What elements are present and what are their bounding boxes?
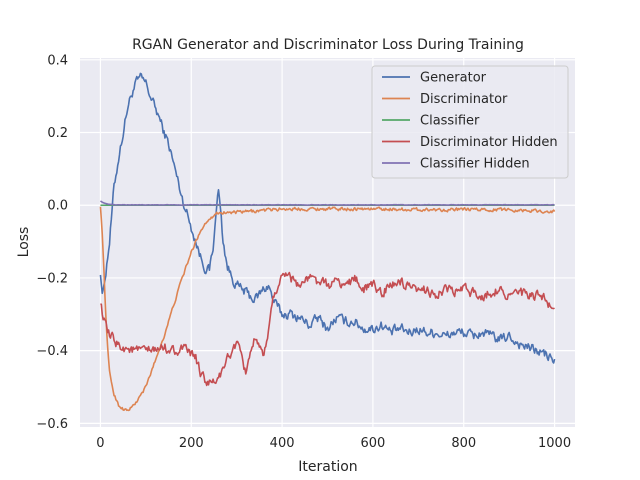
x-tick-label: 800 xyxy=(451,436,476,451)
y-tick-label: 0.0 xyxy=(47,199,68,214)
tick-labels: 0 200 400 600 800 1000 −0.6 −0.4 −0.2 0.0 0.2 0.4 xyxy=(36,53,571,451)
x-tick-label: 0 xyxy=(96,436,104,451)
x-tick-label: 200 xyxy=(179,436,204,451)
series-line-discriminator-hidden xyxy=(100,271,555,387)
legend-label: Generator xyxy=(420,71,487,86)
y-tick-label: 0.4 xyxy=(47,53,68,68)
x-axis-label: Iteration xyxy=(298,459,357,475)
y-axis-label: Loss xyxy=(16,227,32,258)
chart-title: RGAN Generator and Discriminator Loss Du… xyxy=(132,37,524,53)
legend-label: Discriminator xyxy=(420,92,508,107)
legend-label: Discriminator Hidden xyxy=(420,135,558,150)
legend-label: Classifier xyxy=(420,114,480,129)
y-tick-label: 0.2 xyxy=(47,126,68,141)
y-tick-label: −0.6 xyxy=(36,417,68,432)
series-layer xyxy=(99,72,556,412)
y-tick-label: −0.4 xyxy=(36,344,68,359)
legend-box xyxy=(371,65,569,179)
legend: Generator Discriminator Classifier Discrimi… xyxy=(371,65,569,179)
series-line-generator xyxy=(99,72,556,364)
series-line-classifier-hidden xyxy=(100,200,555,206)
x-tick-label: 1000 xyxy=(538,436,571,451)
y-tick-label: −0.2 xyxy=(36,271,68,286)
legend-label: Classifier Hidden xyxy=(420,157,530,172)
x-tick-label: 600 xyxy=(360,436,385,451)
x-tick-label: 400 xyxy=(270,436,295,451)
series-line-discriminator xyxy=(99,206,556,412)
